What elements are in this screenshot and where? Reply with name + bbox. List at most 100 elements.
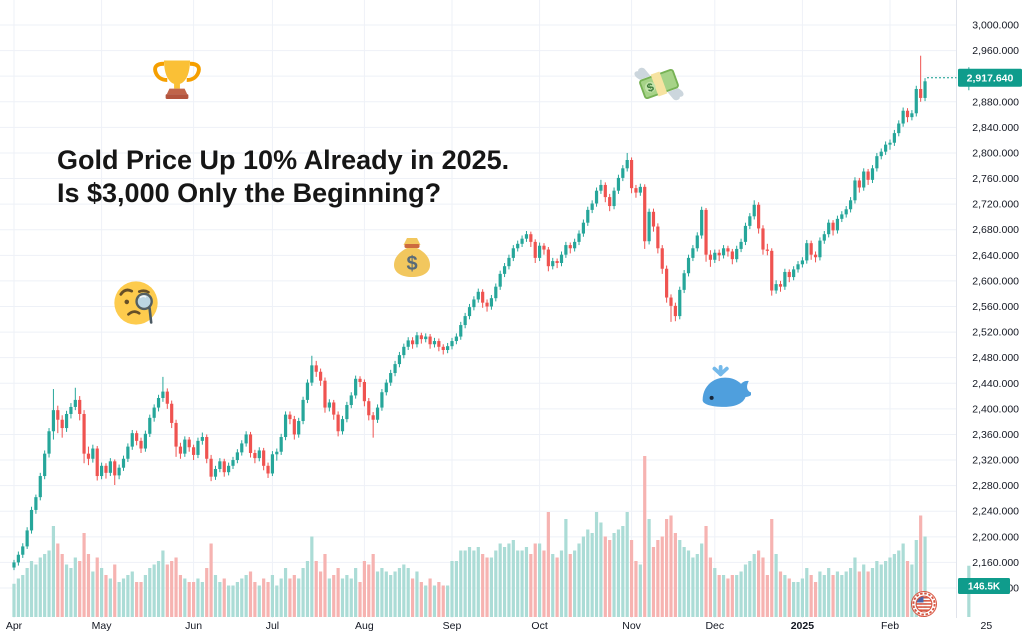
volume-bar xyxy=(573,550,577,617)
candle-body xyxy=(914,88,918,114)
volume-bar xyxy=(813,582,818,617)
candle-body xyxy=(69,406,73,414)
candle-body xyxy=(235,452,239,461)
candle-body xyxy=(870,168,875,180)
volume-bar xyxy=(862,564,866,617)
candle-body xyxy=(538,245,542,258)
candle-body xyxy=(757,204,761,229)
volume-bar xyxy=(919,515,923,617)
volume-bar xyxy=(770,519,774,617)
volume-bar xyxy=(551,554,555,617)
price-axis-label: 3,000.000 xyxy=(972,20,1019,32)
volume-bar xyxy=(822,575,826,617)
candle-body xyxy=(82,413,86,454)
svg-text:$: $ xyxy=(406,253,417,275)
candle-body xyxy=(446,346,450,351)
price-axis-label: 2,440.000 xyxy=(972,378,1019,390)
candle-body xyxy=(43,453,47,477)
candle-body xyxy=(415,335,419,345)
volume-bar xyxy=(235,582,239,617)
volume-bar xyxy=(227,585,231,617)
volume-bar xyxy=(91,571,95,617)
candle-body xyxy=(608,197,612,207)
candle-body xyxy=(60,419,64,429)
candle-body xyxy=(130,433,134,447)
candle-body xyxy=(599,184,603,191)
candle-body xyxy=(586,209,590,223)
volume-bar xyxy=(161,550,165,617)
price-axis-label: 2,160.000 xyxy=(972,557,1019,569)
candle-body xyxy=(191,447,196,455)
candle-body xyxy=(200,437,204,441)
candle-body xyxy=(380,392,384,408)
volume-bar xyxy=(577,543,581,617)
candle-body xyxy=(516,243,520,249)
volume-bar xyxy=(879,564,883,617)
money-with-wings-emoji-icon: $ xyxy=(634,67,684,101)
volume-bar xyxy=(78,561,82,617)
candle-body xyxy=(323,380,327,408)
volume-bar xyxy=(884,561,888,617)
candle-body xyxy=(262,450,266,466)
volume-bar xyxy=(835,571,840,617)
volume-bar xyxy=(240,578,244,617)
volume-bar xyxy=(472,550,476,617)
candle-body xyxy=(34,497,38,510)
time-axis-label: Feb xyxy=(881,620,899,632)
volume-bar xyxy=(323,554,327,617)
time-axis-label: Jun xyxy=(185,620,202,632)
volume-bar xyxy=(148,568,152,617)
volume-bar xyxy=(135,582,139,617)
volume-bar xyxy=(310,536,314,617)
candle-body xyxy=(467,307,472,317)
volume-bar xyxy=(792,582,796,617)
candle-body xyxy=(459,325,463,337)
candle-body xyxy=(691,248,695,258)
candle-body xyxy=(148,417,152,434)
volume-bar xyxy=(568,554,572,617)
volume-bar xyxy=(332,575,336,617)
candle-body xyxy=(783,271,787,287)
volume-bar xyxy=(853,557,857,617)
candles xyxy=(12,55,971,571)
candle-body xyxy=(12,562,16,568)
volume-bar xyxy=(682,547,686,617)
candle-body xyxy=(441,346,445,351)
candle-body xyxy=(476,291,480,300)
candle-body xyxy=(78,399,82,414)
volume-bar xyxy=(875,561,879,617)
candle-body xyxy=(283,414,288,438)
candle-body xyxy=(665,268,669,298)
price-axis-label: 2,800.000 xyxy=(972,147,1019,159)
candle-body xyxy=(612,190,616,207)
candle-body xyxy=(581,222,585,234)
candle-body xyxy=(713,252,717,260)
price-axis[interactable]: 3,000.0002,960.0002,920.0002,880.0002,84… xyxy=(972,20,1019,595)
volume-bar xyxy=(529,554,533,617)
candle-body xyxy=(319,371,323,381)
volume-bar xyxy=(546,512,550,617)
time-axis[interactable]: Apr May Jun Jul Aug Sep Oct Nov Dec 2025 Feb 25 xyxy=(6,620,993,632)
volume-bar xyxy=(761,557,765,617)
candle-body xyxy=(314,365,318,372)
volume-bar xyxy=(700,543,704,617)
volume-bar xyxy=(498,543,502,617)
candle-body xyxy=(827,222,831,235)
volume-bar xyxy=(86,554,91,617)
volume-bar xyxy=(375,571,380,617)
candle-body xyxy=(919,88,923,98)
candle-body xyxy=(21,546,25,555)
volume-bar xyxy=(415,571,419,617)
candle-body xyxy=(297,421,301,435)
candle-body xyxy=(787,271,791,278)
volume-bar xyxy=(818,571,822,617)
volume-bar xyxy=(594,512,599,617)
candle-body xyxy=(809,243,813,255)
chart-title-line-2: Is $3,000 Only the Beginning? xyxy=(57,178,442,208)
volume-bar xyxy=(183,578,187,617)
volume-badge: 146.5K xyxy=(958,578,1010,594)
price-axis-label: 2,200.000 xyxy=(972,531,1019,543)
candle-body xyxy=(29,509,34,531)
volume-bar xyxy=(345,575,349,617)
